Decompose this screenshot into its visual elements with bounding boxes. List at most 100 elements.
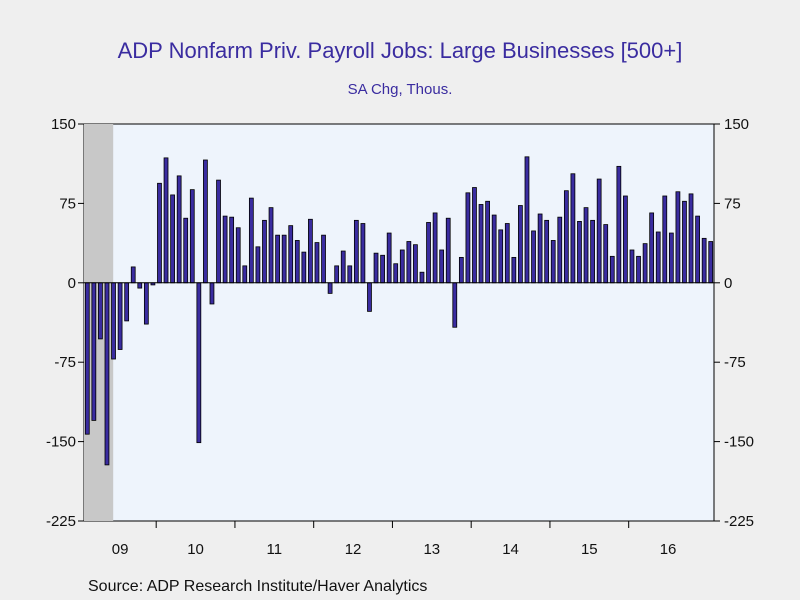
- bar: [367, 282, 372, 312]
- bar: [275, 234, 280, 284]
- bar: [268, 207, 274, 284]
- y-tick-label-right: -75: [724, 354, 746, 371]
- bar: [655, 231, 661, 284]
- bar: [531, 230, 536, 284]
- bar: [301, 251, 307, 284]
- bar: [143, 282, 149, 325]
- bar: [623, 195, 628, 284]
- chart-title: ADP Nonfarm Priv. Payroll Jobs: Large Bu…: [117, 38, 683, 63]
- x-tick-label: 11: [267, 541, 283, 558]
- bar: [380, 254, 385, 284]
- bar: [242, 265, 248, 284]
- bar: [472, 187, 477, 284]
- bar: [550, 240, 556, 284]
- y-tick-label: -150: [46, 434, 76, 451]
- bar: [170, 194, 175, 284]
- bar: [583, 207, 589, 284]
- y-tick-label: 75: [59, 195, 76, 212]
- bar: [262, 219, 267, 284]
- bar: [413, 244, 418, 284]
- bar: [163, 157, 169, 284]
- x-axis: 09 10 11 12 13 14 15 16: [112, 521, 677, 558]
- bar: [98, 282, 103, 340]
- x-tick-label: 13: [423, 541, 440, 558]
- x-tick-label: 12: [345, 541, 362, 558]
- bar: [340, 250, 346, 284]
- y-axis-left: 150 75 0 -75 -150 -225: [46, 116, 84, 530]
- bar: [485, 200, 490, 284]
- bar: [609, 255, 615, 284]
- bar: [124, 282, 130, 322]
- bar: [649, 212, 655, 284]
- bar: [544, 219, 550, 284]
- y-tick-label: 0: [68, 275, 76, 292]
- bar: [373, 252, 379, 284]
- bar: [511, 256, 517, 284]
- bar: [537, 213, 543, 284]
- y-tick-label: 150: [51, 116, 76, 133]
- x-tick-label: 16: [660, 541, 677, 558]
- bar: [288, 225, 294, 284]
- y-tick-label-right: -225: [724, 513, 754, 530]
- bar: [432, 212, 438, 284]
- bar: [518, 205, 523, 284]
- bar: [491, 214, 497, 284]
- bar: [111, 282, 116, 360]
- bar: [176, 175, 182, 284]
- bar: [117, 282, 123, 350]
- bar: [189, 189, 195, 284]
- bar: [636, 255, 641, 284]
- bar: [91, 282, 97, 421]
- bar: [360, 223, 366, 284]
- source-note: Source: ADP Research Institute/Haver Ana…: [88, 578, 428, 595]
- bar: [524, 156, 530, 284]
- bar: [314, 242, 320, 284]
- y-tick-label: -225: [46, 513, 76, 530]
- x-tick-label: 09: [112, 541, 129, 558]
- bar: [642, 243, 648, 284]
- bar: [130, 266, 136, 284]
- bar: [682, 200, 687, 284]
- y-tick-label-right: 75: [724, 195, 741, 212]
- bar: [426, 222, 431, 284]
- bar: [498, 229, 504, 284]
- bar: [196, 282, 202, 444]
- bar: [458, 256, 464, 284]
- bar: [563, 190, 569, 284]
- bar: [596, 178, 602, 284]
- y-tick-label-right: 150: [724, 116, 749, 133]
- bar: [701, 237, 707, 284]
- bar: [255, 246, 261, 284]
- bar: [308, 218, 313, 284]
- x-tick-label: 10: [187, 541, 204, 558]
- bar: [419, 271, 425, 284]
- bar: [445, 217, 451, 284]
- bar: [675, 191, 681, 284]
- bar: [137, 282, 143, 289]
- bar: [222, 215, 228, 284]
- bar: [465, 192, 471, 284]
- bar: [84, 282, 90, 435]
- chart-subtitle: SA Chg, Thous.: [347, 81, 453, 98]
- bar: [439, 249, 445, 284]
- bar: [386, 232, 392, 284]
- y-tick-label-right: 0: [724, 275, 732, 292]
- bar: [695, 215, 700, 284]
- bar: [603, 224, 609, 284]
- bar: [688, 193, 694, 284]
- bar: [183, 217, 189, 284]
- bar: [708, 241, 714, 284]
- bar: [235, 227, 241, 284]
- bar: [229, 216, 235, 284]
- bar: [347, 265, 353, 284]
- bar: [478, 204, 484, 284]
- bar: [216, 179, 221, 284]
- bar: [577, 220, 582, 284]
- bar: [209, 282, 215, 305]
- y-tick-label-right: -150: [724, 434, 754, 451]
- bar: [353, 219, 359, 284]
- plot-area: [83, 123, 715, 522]
- bar: [399, 249, 405, 284]
- x-tick-label: 14: [502, 541, 519, 558]
